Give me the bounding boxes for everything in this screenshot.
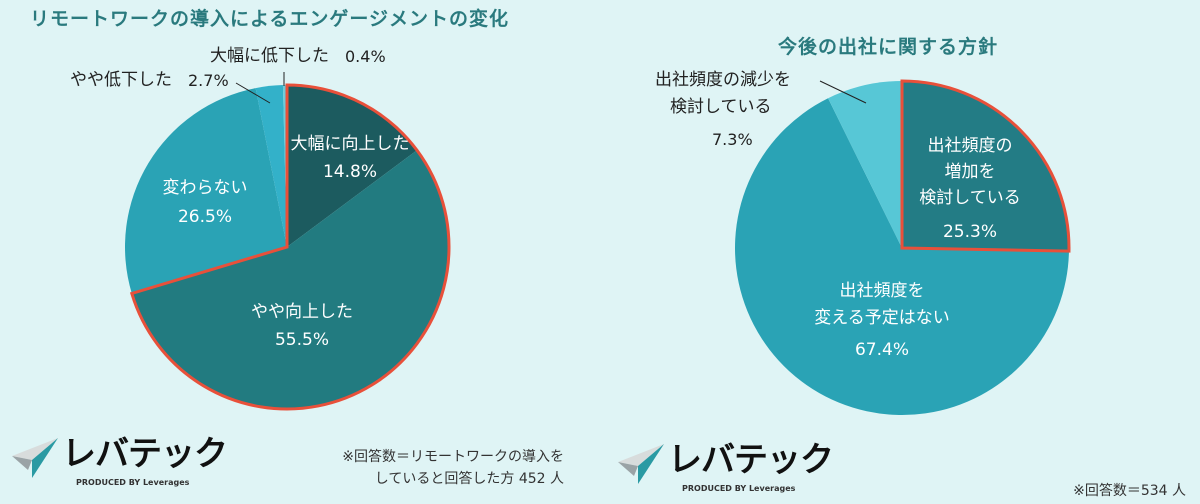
chart2-label-0-line2: 増加を (944, 162, 996, 182)
logo-subtext: PRODUCED BY Leverages (76, 478, 190, 487)
chart2-slice-2 (828, 81, 902, 248)
chart1-label-1: やや向上した (251, 302, 353, 322)
chart2-slice-1 (735, 98, 1069, 416)
chart2-value-2: 7.3% (712, 130, 753, 149)
chart2-value-1: 67.4% (854, 340, 910, 360)
chart1-leader-line (235, 82, 271, 104)
chart2-highlight-outline (900, 79, 1071, 253)
chart2-value-0: 25.3% (942, 222, 998, 242)
logo-mark-icon (12, 438, 58, 478)
chart2-title: 今後の出社に関する方針 (778, 36, 999, 58)
chart1-note-line: していると回答した方 452 人 (374, 471, 564, 487)
chart1-slice-3 (255, 85, 287, 247)
chart1-slice-1 (131, 150, 449, 409)
chart1-slice-2 (125, 88, 288, 294)
chart2-label-2-line2: 検討している (670, 97, 772, 117)
logo-text: レバテック (62, 434, 228, 474)
chart2-note: ※回答数＝534 人 (1073, 483, 1186, 499)
chart1-note: ※回答数＝リモートワークの導入を していると回答した方 452 人 (342, 446, 564, 490)
chart2-label-0-line1: 出社頻度の (927, 136, 1013, 156)
chart2-label-0-line3: 検討している (919, 188, 1021, 208)
logo-subtext: PRODUCED BY Leverages (682, 484, 796, 493)
chart1-value-1: 55.5% (274, 330, 330, 350)
chart1-note-line: ※回答数＝リモートワークの導入を (342, 449, 564, 465)
chart1-value-3: 2.7% (188, 71, 229, 90)
chart2-label-2-line1: 出社頻度の減少を (655, 70, 791, 90)
chart2-leader-line (819, 80, 867, 104)
chart1-label-4: 大幅に低下した (210, 46, 329, 66)
chart1-label-0: 大幅に向上した (290, 134, 410, 154)
logo-mark-icon (618, 444, 664, 484)
chart1-value-0: 14.8% (322, 162, 378, 182)
chart2-label-1-line2: 変える予定はない (814, 308, 950, 328)
chart1-label-3: やや低下した (70, 70, 172, 90)
chart1-label-2: 変わらない (162, 178, 248, 198)
chart1-title: リモートワークの導入によるエンゲージメントの変化 (30, 8, 510, 30)
chart2-slice-0 (902, 81, 1069, 252)
chart1-highlight-outline (129, 83, 451, 411)
logo-text: レバテック (668, 440, 834, 480)
chart1-slice-0 (287, 85, 417, 247)
chart1-value-2: 26.5% (177, 207, 233, 227)
chart1-value-4: 0.4% (345, 47, 386, 66)
chart2-label-1-line1: 出社頻度を (839, 281, 925, 301)
